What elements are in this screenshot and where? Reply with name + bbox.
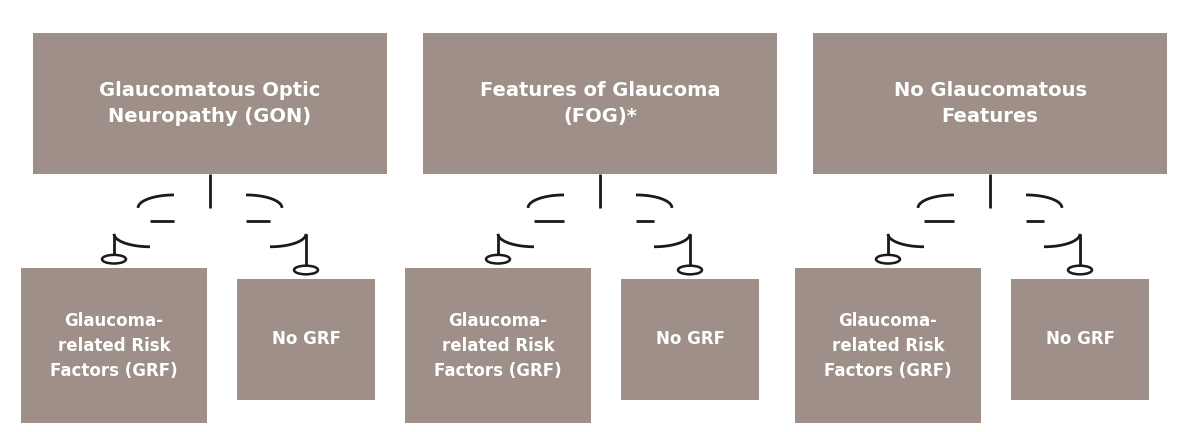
Text: Glaucoma-
related Risk
Factors (GRF): Glaucoma- related Risk Factors (GRF) [50,311,178,380]
FancyBboxPatch shape [22,268,206,423]
Circle shape [294,266,318,274]
FancyBboxPatch shape [32,34,386,174]
Text: No GRF: No GRF [1045,330,1115,348]
FancyBboxPatch shape [424,34,778,174]
FancyBboxPatch shape [796,268,982,423]
Circle shape [1068,266,1092,274]
Text: No GRF: No GRF [655,330,725,348]
Circle shape [876,255,900,264]
FancyBboxPatch shape [1010,279,1150,400]
FancyBboxPatch shape [238,279,374,400]
FancyBboxPatch shape [622,279,758,400]
Circle shape [678,266,702,274]
Circle shape [486,255,510,264]
FancyBboxPatch shape [814,34,1166,174]
Text: No GRF: No GRF [271,330,341,348]
Circle shape [102,255,126,264]
Text: Glaucoma-
related Risk
Factors (GRF): Glaucoma- related Risk Factors (GRF) [824,311,952,380]
Text: Glaucoma-
related Risk
Factors (GRF): Glaucoma- related Risk Factors (GRF) [434,311,562,380]
Text: No Glaucomatous
Features: No Glaucomatous Features [894,81,1086,127]
FancyBboxPatch shape [404,268,590,423]
Text: Features of Glaucoma
(FOG)*: Features of Glaucoma (FOG)* [480,81,720,127]
Text: Glaucomatous Optic
Neuropathy (GON): Glaucomatous Optic Neuropathy (GON) [100,81,320,127]
